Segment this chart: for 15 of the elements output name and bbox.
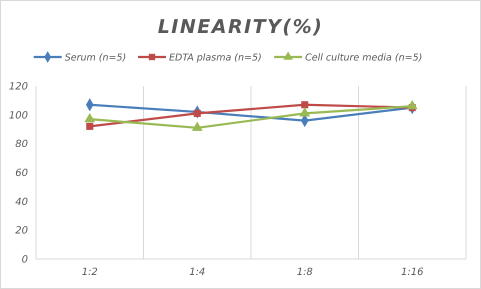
- legend-label: Cell culture media (n=5): [305, 52, 422, 64]
- y-tick-label: 60: [15, 168, 28, 179]
- legend-label: EDTA plasma (n=5): [169, 52, 262, 64]
- y-tick-label: 0: [22, 254, 28, 266]
- y-tick-label: 20: [15, 226, 28, 237]
- y-tick-label: 40: [15, 196, 28, 208]
- x-tick-label: 1:4: [189, 267, 206, 278]
- y-tick-label: 80: [15, 139, 28, 150]
- x-tick-label: 1:2: [82, 267, 98, 278]
- y-tick-label: 120: [8, 82, 28, 92]
- y-tick-label: 100: [8, 110, 28, 122]
- x-tick-label: 1:8: [296, 267, 313, 278]
- x-tick-label: 1:16: [401, 267, 424, 278]
- legend-label: Serum (n=5): [64, 52, 126, 64]
- chart-title: LINEARITY(%): [158, 16, 324, 38]
